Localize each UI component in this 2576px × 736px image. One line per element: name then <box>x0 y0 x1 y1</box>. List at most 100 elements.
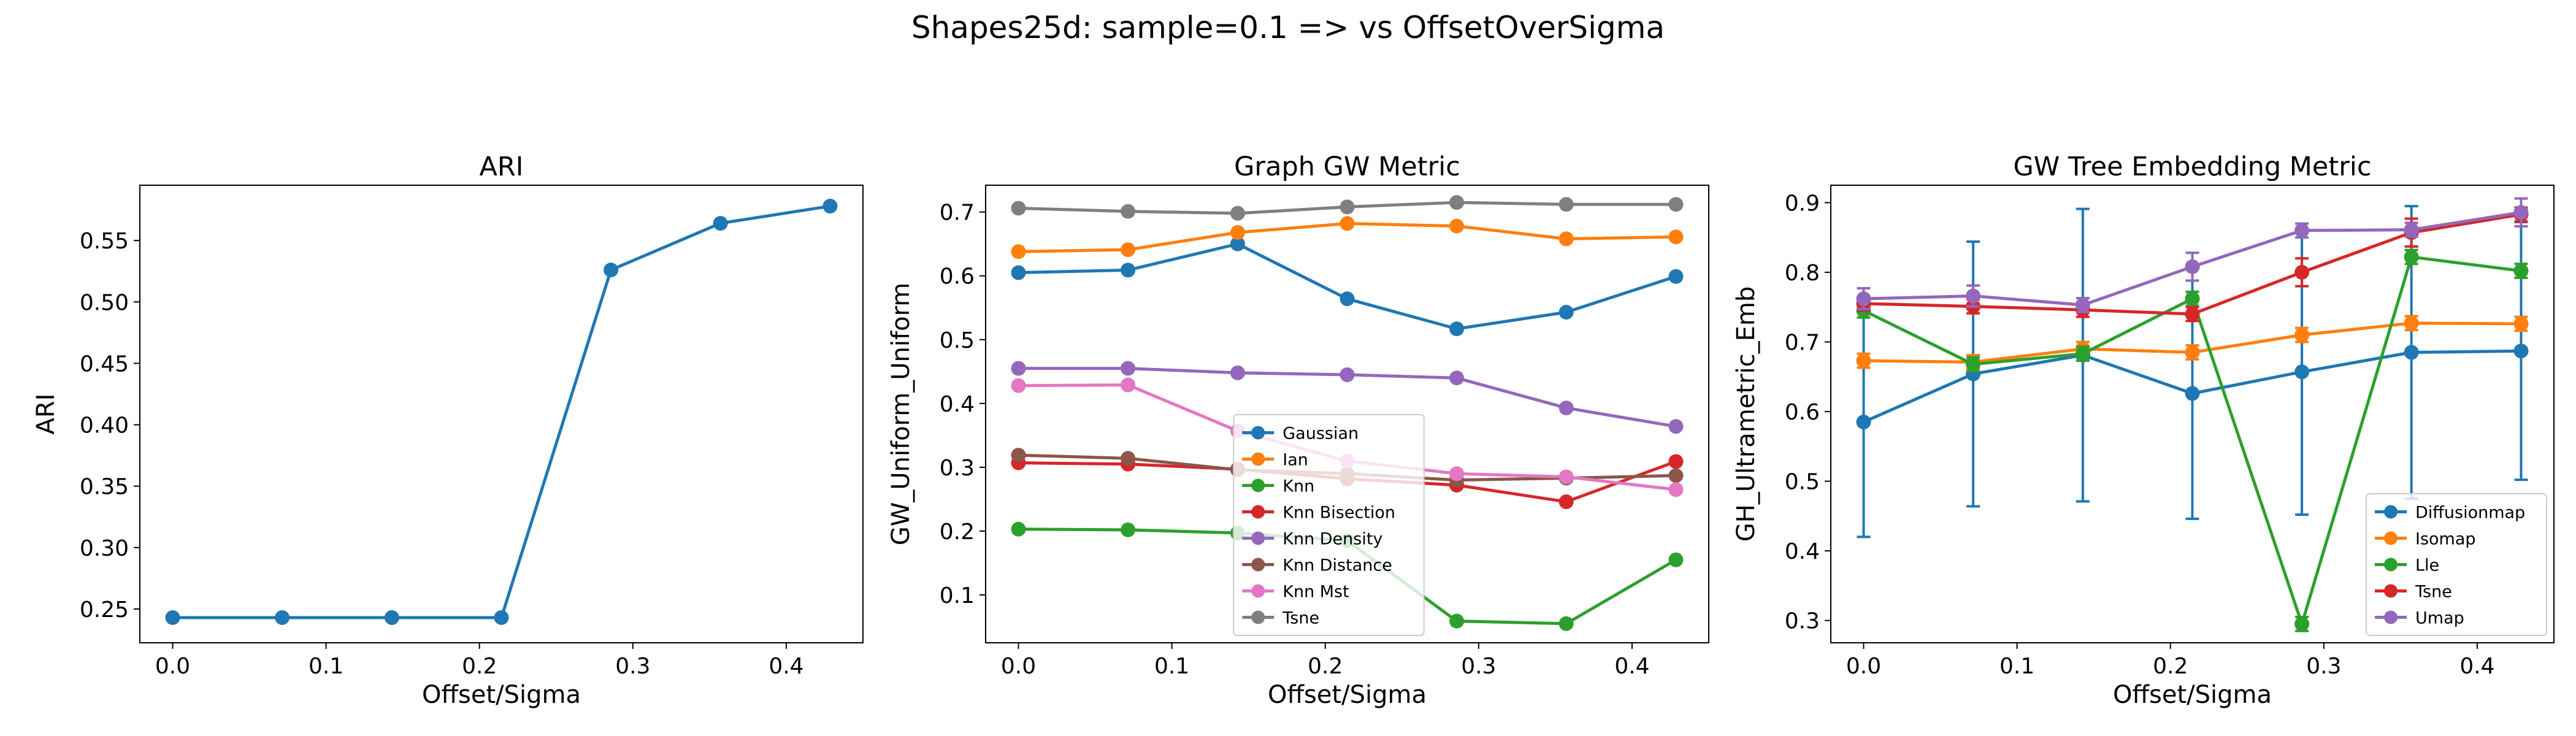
y-tick-label: 0.7 <box>1785 330 1820 355</box>
legend-label: Tsne <box>1282 609 1319 628</box>
legend-marker <box>1251 505 1265 519</box>
legend-marker <box>2384 505 2398 519</box>
data-point <box>2185 291 2200 307</box>
data-point <box>1011 378 1026 393</box>
data-point <box>1966 356 1981 372</box>
x-tick-label: 0.1 <box>309 654 343 679</box>
legend-item: Umap <box>2375 609 2464 628</box>
data-point <box>1011 265 1026 280</box>
data-point <box>713 216 728 231</box>
y-tick-label: 0.6 <box>940 264 975 289</box>
series-knn-density <box>1011 361 1684 434</box>
data-point <box>1449 613 1465 629</box>
legend-marker <box>1251 452 1265 466</box>
x-axis-label: Offset/Sigma <box>422 681 581 709</box>
legend-marker <box>1251 584 1265 598</box>
axes-frame <box>139 185 864 643</box>
panel-title: Graph GW Metric <box>1234 151 1460 182</box>
x-tick-label: 0.2 <box>2153 654 2188 679</box>
y-tick-label: 0.1 <box>940 583 975 608</box>
series-line <box>172 204 830 619</box>
data-point <box>1668 482 1684 497</box>
legend-label: Knn Mst <box>1282 583 1349 602</box>
legend: Gaussian Ian Knn Knn Bisection Knn Density Kn… <box>1233 414 1425 636</box>
data-point <box>1856 291 1871 307</box>
data-point <box>1558 305 1574 320</box>
legend-label: Knn Bisection <box>1282 504 1395 523</box>
data-point <box>384 610 399 625</box>
y-tick-label: 0.8 <box>1785 261 1820 286</box>
data-point <box>1668 419 1684 434</box>
series-tsne <box>1011 195 1684 221</box>
axes-frame <box>1830 185 2555 643</box>
legend-item: Lle <box>2375 556 2439 575</box>
data-point <box>2404 315 2419 331</box>
legend-item: Knn Bisection <box>1242 504 1395 523</box>
y-tick-label: 0.25 <box>80 597 129 623</box>
legend-marker <box>1251 426 1265 440</box>
legend-marker <box>2384 584 2398 598</box>
data-point <box>1121 522 1136 537</box>
legend-label: Knn Distance <box>1282 556 1392 575</box>
data-point <box>2294 264 2310 280</box>
data-point <box>1856 353 1871 369</box>
data-point <box>1668 552 1684 567</box>
data-point <box>1668 197 1684 212</box>
legend-item: Ian <box>1242 451 1308 470</box>
data-point <box>604 263 619 278</box>
legend-label: Tsne <box>2415 583 2452 602</box>
y-tick-label: 0.5 <box>1785 470 1820 495</box>
y-tick-label: 0.30 <box>80 536 129 561</box>
data-point <box>2185 259 2200 274</box>
legend-item: Knn Distance <box>1242 556 1392 575</box>
legend-item: Knn <box>1242 477 1314 496</box>
data-point <box>1449 370 1465 386</box>
legend-marker <box>2384 531 2398 545</box>
data-point <box>1011 521 1026 537</box>
data-point <box>1011 244 1026 259</box>
x-tick-label: 0.0 <box>1001 654 1036 679</box>
data-point <box>1340 291 1355 307</box>
data-point <box>2294 616 2310 632</box>
legend-box <box>1233 414 1425 636</box>
x-tick-label: 0.1 <box>1154 654 1189 679</box>
data-point <box>2404 222 2419 237</box>
data-point <box>2513 263 2529 278</box>
data-point <box>1230 224 1245 240</box>
data-point <box>2513 343 2529 359</box>
series-1 <box>165 199 838 625</box>
data-point <box>1558 231 1574 247</box>
data-point <box>2294 364 2310 380</box>
data-point <box>1558 494 1574 510</box>
data-point <box>1449 466 1465 481</box>
data-point <box>2185 345 2200 360</box>
x-tick-label: 0.0 <box>155 654 190 679</box>
series-umap <box>1856 197 2529 313</box>
legend-item: Tsne <box>2375 583 2452 602</box>
data-point <box>1668 269 1684 284</box>
x-tick-label: 0.2 <box>462 654 497 679</box>
legend-label: Isomap <box>2415 530 2476 549</box>
x-axis-label: Offset/Sigma <box>2113 681 2272 709</box>
chart-panel-3: GW Tree Embedding Metric 0.0 0.1 0.2 0.3 0.4 0… <box>1732 151 2555 709</box>
data-point <box>1668 229 1684 245</box>
legend-item: Diffusionmap <box>2375 504 2525 523</box>
legend-label: Ian <box>1282 451 1308 470</box>
data-point <box>1011 201 1026 216</box>
x-tick-label: 0.4 <box>2459 654 2494 679</box>
data-point <box>2185 307 2200 322</box>
x-tick-label: 0.0 <box>1846 654 1881 679</box>
data-point <box>2185 386 2200 401</box>
y-tick-label: 0.3 <box>1785 609 1820 634</box>
data-point <box>1121 242 1136 258</box>
y-tick-label: 0.4 <box>940 392 975 417</box>
data-point <box>1121 377 1136 393</box>
data-point <box>1966 288 1981 304</box>
data-point <box>1011 361 1026 376</box>
y-tick-label: 0.2 <box>940 519 975 545</box>
data-point <box>494 610 509 625</box>
series-ian <box>1011 216 1684 259</box>
data-point <box>1340 216 1355 231</box>
y-axis-label: GW_Uniform_Uniform <box>887 283 915 546</box>
legend-marker <box>1251 610 1265 624</box>
